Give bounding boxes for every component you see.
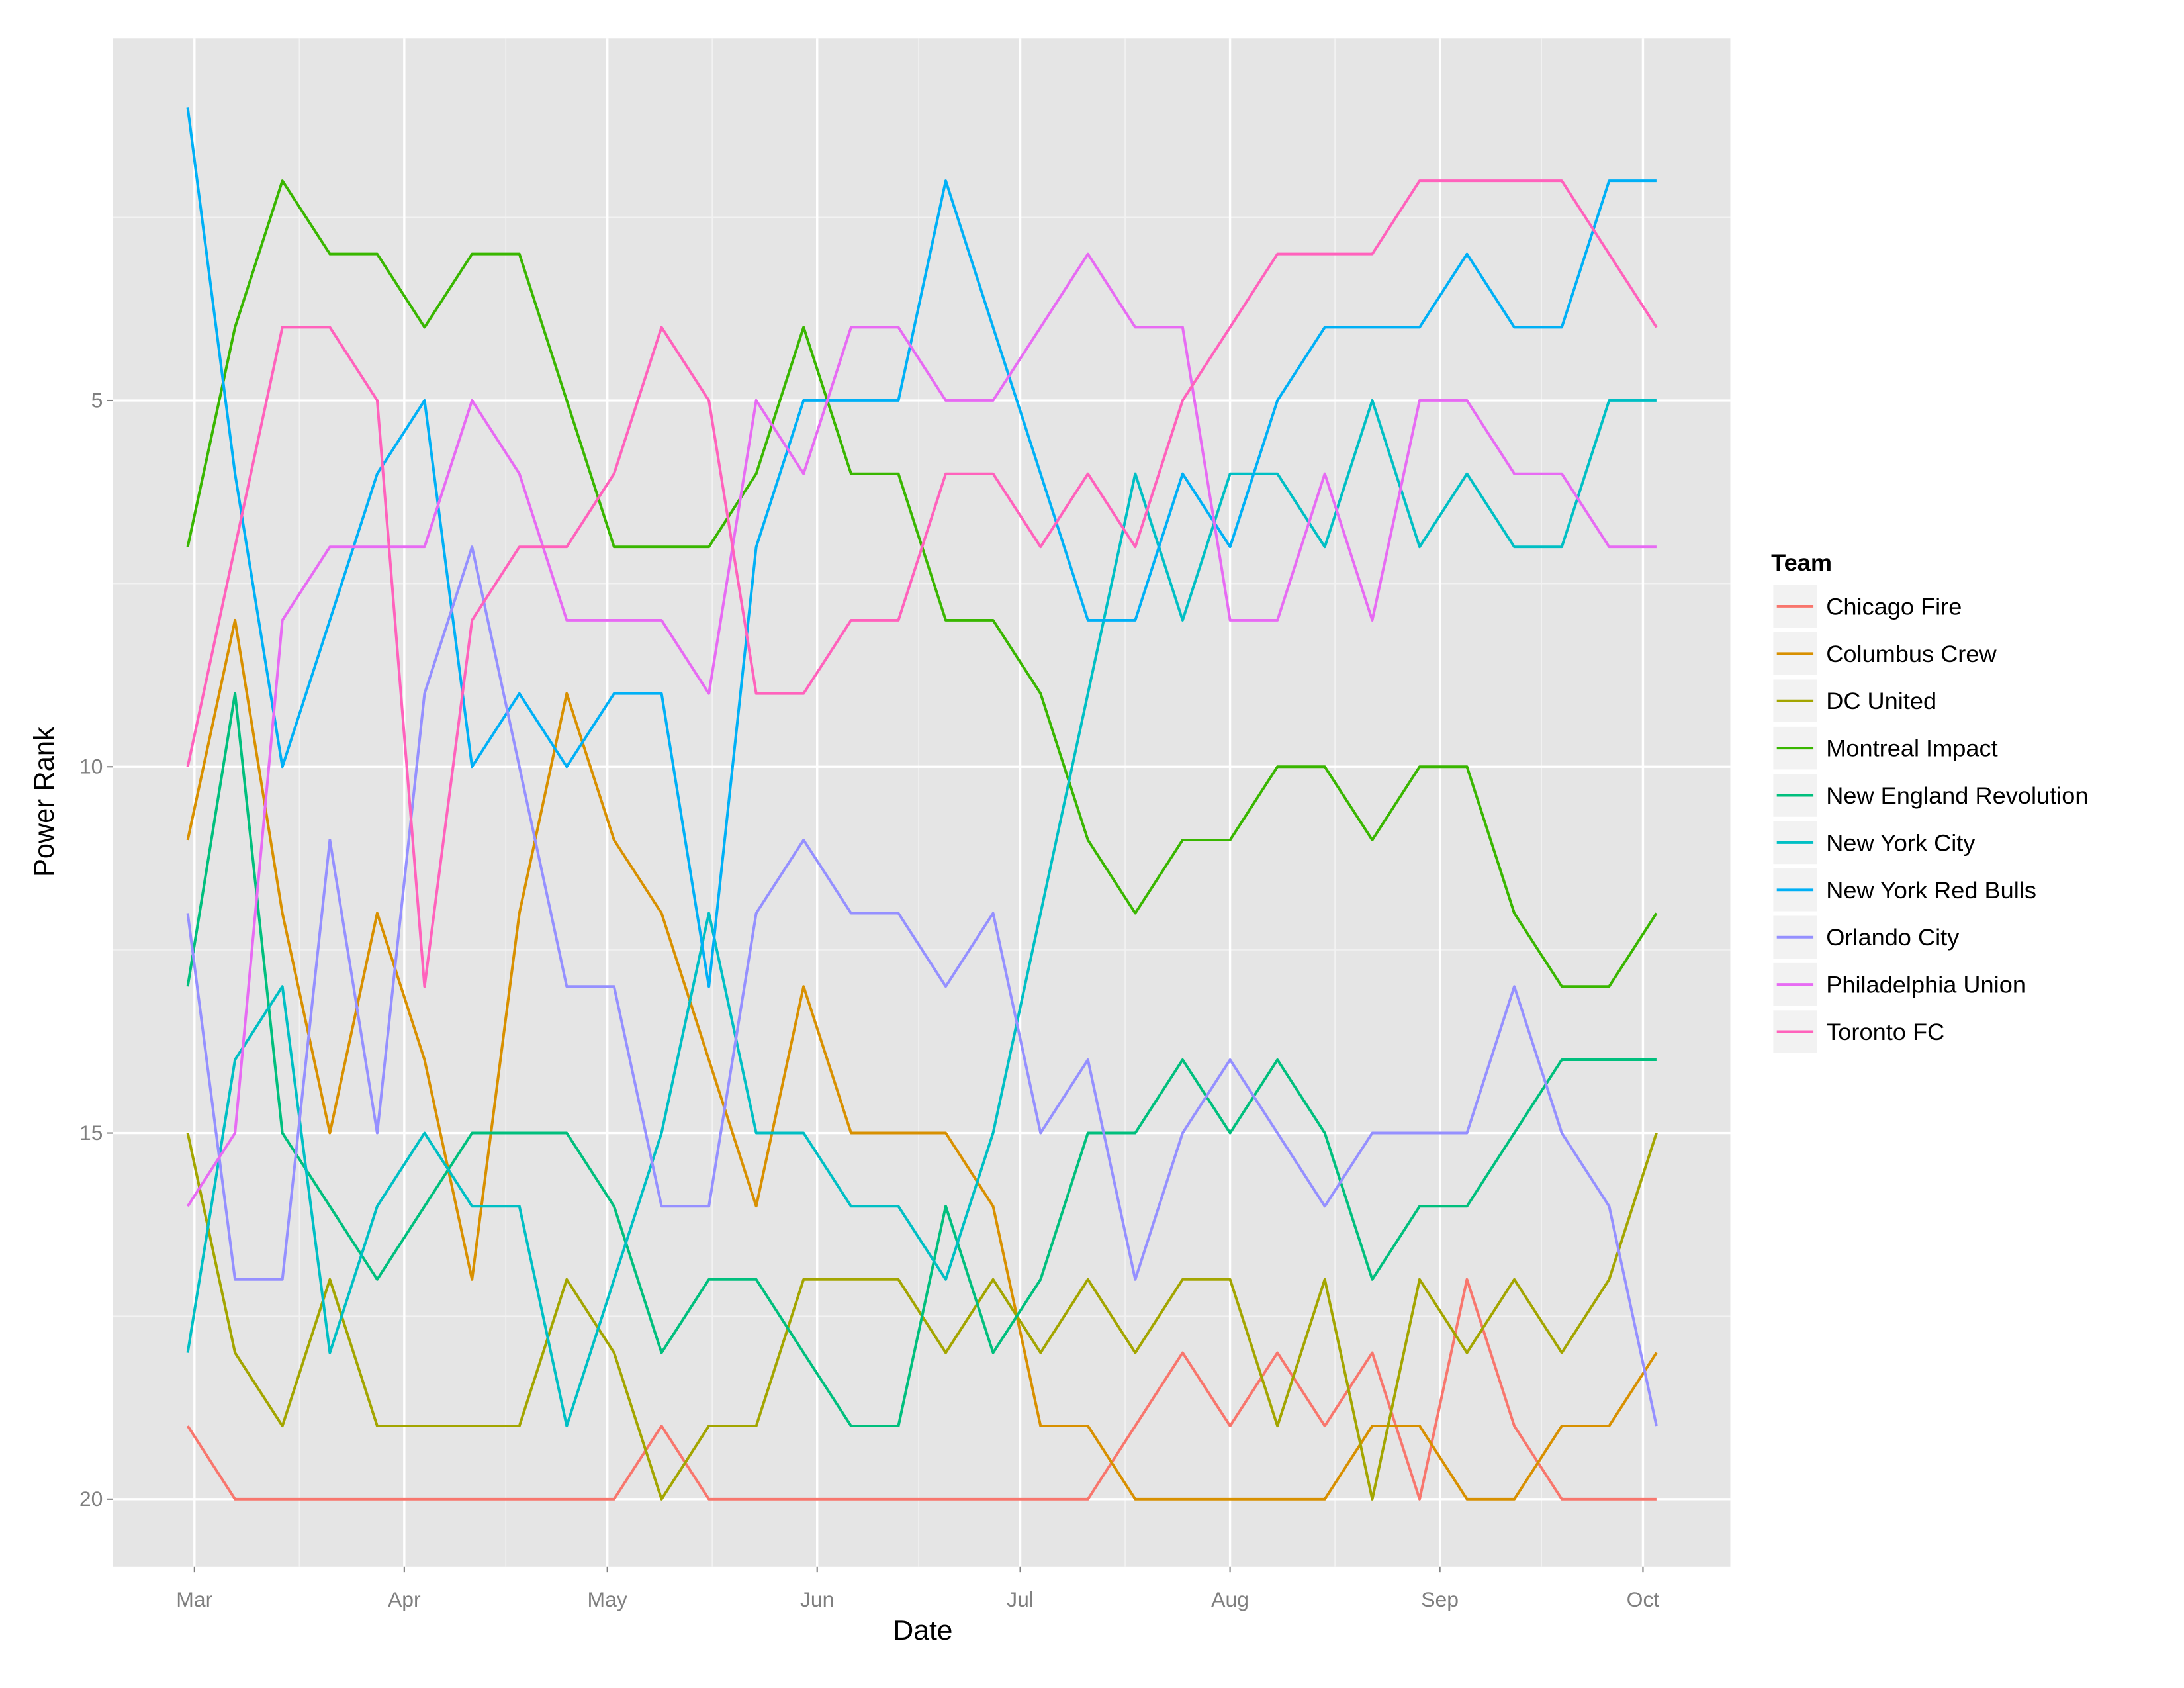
y-axis-title: Power Rank — [28, 726, 60, 877]
legend: Team Chicago Fire Columbus Crew DC United M… — [1771, 549, 2088, 1055]
x-tick-label: May — [588, 1588, 628, 1612]
x-axis: Mar Apr May Jun Jul Aug Sep Oct — [176, 1566, 1660, 1612]
y-axis: 5 10 15 20 — [79, 389, 113, 1511]
series-line-philadelphia-union — [186, 252, 1657, 1207]
x-tick-label: Oct — [1627, 1588, 1660, 1612]
series-line-new-york-red-bulls — [186, 107, 1657, 988]
legend-label: DC United — [1826, 688, 1936, 715]
series-line-columbus-crew — [186, 618, 1658, 1501]
y-tick-label: 5 — [91, 389, 103, 412]
series-line-toronto-fc — [186, 179, 1658, 988]
legend-item-orlando-city: Orlando City — [1772, 914, 1959, 961]
legend-label: Chicago Fire — [1826, 594, 1962, 620]
legend-label: Columbus Crew — [1826, 641, 1997, 667]
x-tick-label: Sep — [1421, 1588, 1459, 1612]
legend-label: Philadelphia Union — [1826, 972, 2026, 998]
legend-label: Montreal Impact — [1826, 735, 1997, 762]
y-tick-label: 20 — [79, 1487, 103, 1511]
series-line-chicago-fire — [186, 1278, 1657, 1501]
legend-label: New York Red Bulls — [1826, 877, 2036, 904]
legend-label: New York City — [1826, 830, 1975, 857]
legend-item-chicago-fire: Chicago Fire — [1772, 583, 1962, 630]
legend-item-new-york-city: New York City — [1772, 820, 1976, 866]
legend-item-toronto-fc: Toronto FC — [1772, 1009, 1944, 1055]
series-line-new-england-revolution — [186, 692, 1657, 1428]
legend-item-columbus-crew: Columbus Crew — [1772, 630, 1997, 677]
y-tick-label: 10 — [79, 755, 103, 778]
series-line-new-york-city — [186, 399, 1657, 1428]
x-tick-label: Aug — [1211, 1588, 1249, 1612]
legend-title: Team — [1771, 549, 1832, 576]
x-tick-label: Apr — [388, 1588, 421, 1612]
x-tick-label: Jul — [1007, 1588, 1034, 1612]
legend-item-philadelphia-union: Philadelphia Union — [1772, 961, 2026, 1008]
series-line-orlando-city — [186, 545, 1658, 1427]
legend-item-montreal-impact: Montreal Impact — [1772, 725, 1998, 771]
legend-label: Toronto FC — [1826, 1019, 1944, 1045]
x-axis-title: Date — [893, 1615, 953, 1646]
legend-label: Orlando City — [1826, 925, 1959, 951]
series-lines — [186, 107, 1658, 1501]
plot-panel — [113, 38, 1731, 1567]
legend-item-dc-united: DC United — [1772, 678, 1936, 724]
legend-item-new-england-revolution: New England Revolution — [1772, 773, 2088, 818]
legend-label: New England Revolution — [1826, 782, 2088, 809]
x-tick-label: Jun — [800, 1588, 834, 1612]
y-tick-label: 15 — [79, 1121, 103, 1145]
legend-item-new-york-red-bulls: New York Red Bulls — [1772, 867, 2036, 913]
x-tick-label: Mar — [176, 1588, 212, 1612]
